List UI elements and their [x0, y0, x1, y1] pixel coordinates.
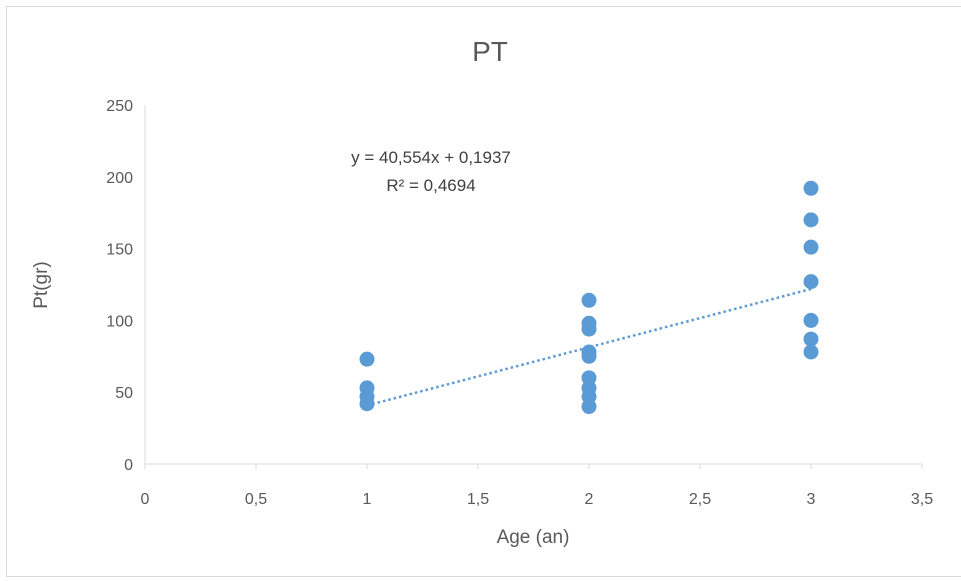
y-tick-label: 0: [124, 457, 133, 474]
data-point: [803, 239, 819, 255]
x-axis-title: Age (an): [497, 527, 570, 548]
data-point: [803, 212, 819, 228]
trendline-r-squared: R² = 0,4694: [386, 176, 475, 195]
data-point: [581, 321, 597, 337]
data-point: [803, 344, 819, 360]
trendline-equation: y = 40,554x + 0,1937: [351, 148, 511, 167]
x-tick-label: 1: [363, 491, 372, 508]
chart-frame: [6, 6, 961, 577]
data-point: [581, 292, 597, 308]
data-point: [803, 180, 819, 196]
data-point: [803, 274, 819, 290]
x-tick-label: 3,5: [911, 491, 933, 508]
x-tick-label: 0: [141, 491, 150, 508]
y-tick-label: 250: [106, 98, 133, 115]
data-points: [359, 180, 819, 415]
data-point: [803, 312, 819, 328]
y-axis-ticks: 0 50 100 150 200 250: [106, 98, 133, 474]
x-tick-label: 1,5: [467, 491, 489, 508]
x-tick-label: 2: [585, 491, 594, 508]
data-point: [359, 351, 375, 367]
y-tick-label: 50: [115, 385, 133, 402]
data-point: [359, 396, 375, 412]
data-point: [581, 348, 597, 364]
y-tick-label: 100: [106, 313, 133, 330]
x-tick-label: 2,5: [689, 491, 711, 508]
x-tick-label: 0,5: [245, 491, 267, 508]
y-tick-label: 200: [106, 170, 133, 187]
chart-title: PT: [472, 36, 508, 67]
data-point: [803, 331, 819, 347]
y-tick-label: 150: [106, 242, 133, 259]
data-point: [581, 399, 597, 415]
x-axis-ticks: 0 0,5 1 1,5 2 2,5 3 3,5: [141, 464, 933, 508]
x-tick-label: 3: [807, 491, 816, 508]
y-axis-title: Pt(gr): [31, 261, 52, 309]
